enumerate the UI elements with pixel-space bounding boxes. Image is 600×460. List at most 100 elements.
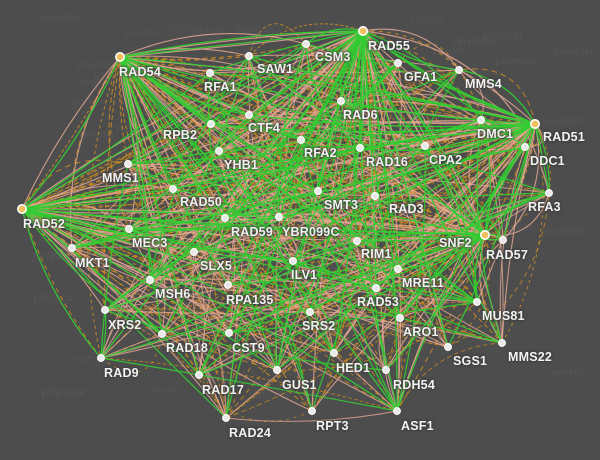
- graph-edge: [21, 208, 313, 412]
- graph-edge: [227, 284, 478, 314]
- edge-type-watermark: genetic: [77, 76, 107, 86]
- graph-node-ybr099c[interactable]: [275, 213, 283, 221]
- graph-node-yhb1[interactable]: [215, 147, 223, 155]
- graph-edge: [381, 268, 399, 412]
- graph-node-aro1[interactable]: [396, 314, 404, 322]
- graph-edge: [149, 123, 536, 281]
- graph-node-rad24[interactable]: [222, 414, 230, 422]
- graph-node-rad16[interactable]: [356, 144, 364, 152]
- graph-edge: [21, 208, 478, 303]
- graph-edge: [149, 55, 250, 281]
- edge-type-watermark: yeastNet: [315, 21, 356, 32]
- graph-node-rad51[interactable]: [529, 119, 540, 130]
- graph-edge: [225, 30, 364, 419]
- graph-node-ddc1[interactable]: [521, 143, 529, 151]
- graph-edge: [21, 208, 478, 303]
- edge-type-watermark: physical: [482, 31, 521, 43]
- edge-type-watermark: genetic: [453, 327, 483, 337]
- graph-edge: [119, 56, 163, 335]
- graph-edge: [21, 56, 121, 210]
- graph-edge: [119, 30, 364, 58]
- graph-edge: [149, 255, 294, 281]
- graph-node-hed1[interactable]: [330, 349, 338, 357]
- graph-node-mms4[interactable]: [455, 66, 463, 74]
- graph-node-ctf4[interactable]: [245, 111, 253, 119]
- graph-node-rad52[interactable]: [16, 204, 27, 215]
- graph-node-rad3[interactable]: [371, 192, 379, 200]
- graph-node-slx5[interactable]: [190, 248, 198, 256]
- edge-type-watermark: genetic: [345, 317, 378, 328]
- graph-node-saw1[interactable]: [245, 52, 253, 60]
- graph-edge: [300, 139, 401, 319]
- graph-node-rad17[interactable]: [195, 371, 203, 379]
- graph-node-rad57[interactable]: [499, 236, 507, 244]
- graph-edge: [119, 30, 364, 58]
- graph-edge: [21, 147, 361, 210]
- graph-node-gus1[interactable]: [273, 366, 281, 374]
- graph-node-rad59[interactable]: [221, 214, 229, 222]
- graph-edge: [248, 23, 364, 57]
- graph-node-cpa2[interactable]: [421, 142, 429, 150]
- graph-node-rad18[interactable]: [158, 330, 166, 338]
- graph-node-csm3[interactable]: [302, 40, 310, 48]
- graph-edge: [309, 192, 550, 313]
- graph-node-mec3[interactable]: [125, 225, 133, 233]
- graph-node-sgs1[interactable]: [444, 343, 452, 351]
- graph-node-rim1[interactable]: [353, 237, 361, 245]
- graph-node-rdh54[interactable]: [382, 366, 390, 374]
- graph-edge: [21, 56, 121, 210]
- graph-edge: [119, 56, 174, 190]
- graph-node-dmc1[interactable]: [477, 116, 485, 124]
- graph-edge: [21, 72, 211, 210]
- graph-node-ilv1[interactable]: [289, 257, 297, 265]
- graph-edge: [119, 56, 335, 354]
- graph-node-rfa1[interactable]: [206, 69, 214, 77]
- graph-edge: [476, 119, 503, 344]
- graph-node-smt3[interactable]: [314, 187, 322, 195]
- graph-edge: [309, 311, 503, 344]
- graph-node-rad6[interactable]: [337, 97, 345, 105]
- graph-node-rpa135[interactable]: [224, 281, 232, 289]
- graph-node-snf2[interactable]: [479, 230, 490, 241]
- graph-node-cst9[interactable]: [225, 329, 233, 337]
- edge-type-watermark: physical: [453, 34, 496, 48]
- graph-node-msh6[interactable]: [146, 276, 154, 284]
- graph-edge: [104, 309, 387, 371]
- graph-node-gfa1[interactable]: [394, 59, 402, 67]
- graph-node-mus81[interactable]: [473, 298, 481, 306]
- graph-edge: [21, 72, 211, 210]
- graph-node-rad54[interactable]: [115, 51, 126, 62]
- graph-node-rfa3[interactable]: [545, 189, 553, 197]
- graph-node-rad53[interactable]: [372, 284, 380, 292]
- graph-node-asf1[interactable]: [393, 407, 401, 415]
- graph-node-mms1[interactable]: [124, 160, 132, 168]
- graph-node-mkt1[interactable]: [68, 244, 76, 252]
- graph-edge: [149, 62, 399, 281]
- graph-edge: [375, 234, 486, 289]
- graph-node-xrs2[interactable]: [101, 306, 109, 314]
- graph-edge: [100, 163, 129, 359]
- graph-node-rad55[interactable]: [357, 25, 368, 36]
- graph-node-rpt3[interactable]: [308, 407, 316, 415]
- graph-edge: [198, 260, 294, 376]
- graph-edge: [305, 28, 364, 45]
- graph-node-mre11[interactable]: [394, 265, 402, 273]
- graph-edge: [210, 123, 503, 344]
- graph-edge: [198, 240, 358, 376]
- graph-node-rad9[interactable]: [97, 354, 105, 362]
- graph-edge: [292, 260, 503, 344]
- graph-node-rad50[interactable]: [169, 185, 177, 193]
- graph-edge: [362, 30, 482, 121]
- graph-node-rpb2[interactable]: [207, 120, 215, 128]
- graph-edge: [227, 192, 550, 286]
- edge-type-watermark: genetic: [120, 106, 153, 117]
- graph-edge: [128, 228, 478, 303]
- graph-node-srs2[interactable]: [306, 308, 314, 316]
- graph-node-rfa2[interactable]: [297, 136, 305, 144]
- edge-type-watermark: genetic: [371, 331, 404, 342]
- graph-edge: [128, 123, 536, 230]
- graph-edge: [21, 123, 536, 210]
- graph-node-mms22[interactable]: [498, 339, 506, 347]
